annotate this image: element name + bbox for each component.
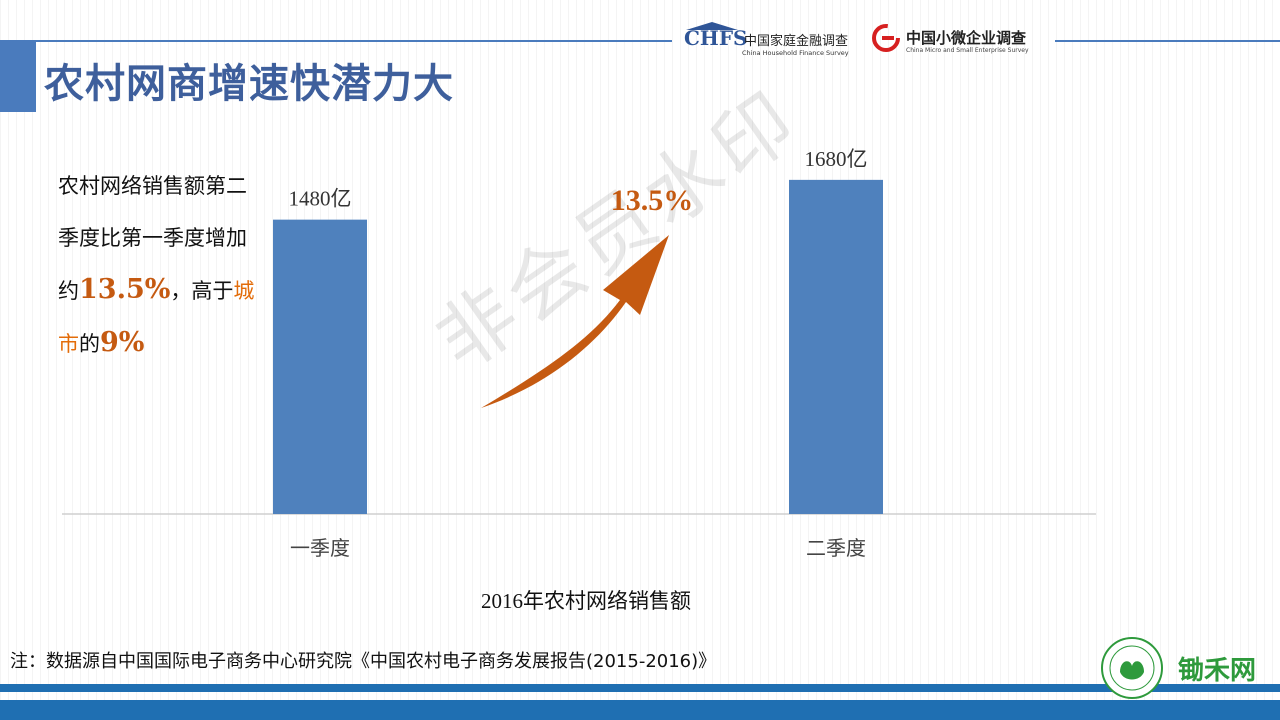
description-growth-value: 13.5% [79,274,171,305]
chfs-logo-cn: 中国家庭金融调查 [744,34,849,49]
organic-seal-icon [1101,637,1163,699]
page-title: 农村网商增速快潜力大 [44,61,454,107]
footer-bar [0,700,1280,720]
description-line-4: 市的9% [58,317,298,370]
cmes-logo: 中国小微企业调查 China Micro and Small Enterpris… [872,22,1052,60]
description-city-value: 9% [100,327,145,358]
cmes-logo-cn: 中国小微企业调查 [906,29,1027,47]
source-note: 注：数据源自中国国际电子商务中心研究院《中国农村电子商务发展报告(2015-20… [10,651,717,672]
chfs-logo: CHFS 中国家庭金融调查 China Household Finance Su… [684,22,862,60]
description-possessive: 的 [79,332,100,356]
chfs-logo-en: China Household Finance Survey [742,49,849,57]
description-line-3: 约13.5%，高于城 [58,264,298,317]
header-divider-left [36,40,672,42]
x-tick-label-2: 二季度 [806,537,866,560]
x-tick-label-1: 一季度 [290,537,350,560]
description-connector: ，高于 [170,279,234,303]
chart-title: 2016年农村网络销售额 [481,589,691,613]
growth-arrow [481,235,669,408]
bar-2 [789,179,883,514]
brand-name: 锄禾网 [1178,656,1257,686]
chfs-logo-abbr: CHFS [684,26,748,50]
title-accent-bar [0,40,36,112]
brand-logo: 锄禾网 [1100,636,1278,700]
footer-band [0,684,1280,692]
description-city-text-1: 城 [233,279,255,303]
bar-value-label-1: 1480亿 [289,187,352,211]
cmes-logo-en: China Micro and Small Enterprise Survey [906,47,1029,54]
description-text: 农村网络销售额第二 季度比第一季度增加 约13.5%，高于城 市的9% [58,160,298,370]
cmes-mark-icon [872,24,900,52]
header-divider-right [1055,40,1280,42]
bar-1 [273,219,367,514]
growth-annotation: 13.5% [611,184,694,217]
description-prefix: 约 [58,279,79,303]
description-line-2: 季度比第一季度增加 [58,226,247,250]
house-roof-icon [686,22,738,30]
description-city-text-2: 市 [58,332,79,356]
description-line-1: 农村网络销售额第二 [58,174,247,198]
bar-value-label-2: 1680亿 [805,147,868,171]
